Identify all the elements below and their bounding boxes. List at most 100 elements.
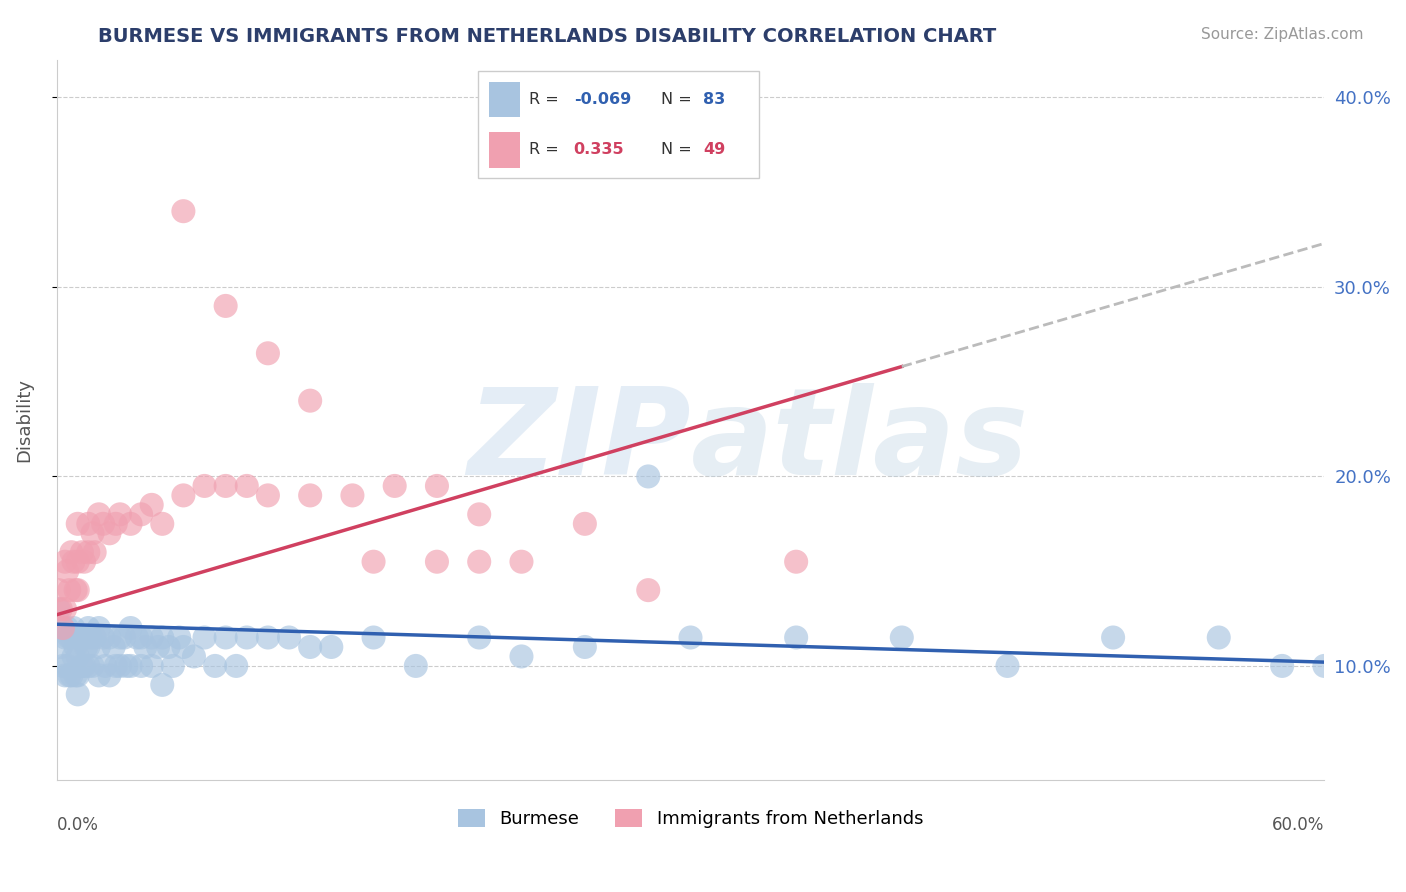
Point <box>49 602 72 616</box>
Point <box>141 631 163 645</box>
Point <box>997 659 1019 673</box>
Point <box>62 621 84 635</box>
Point <box>77 659 100 673</box>
Point <box>66 668 89 682</box>
Point <box>77 621 100 635</box>
Point <box>65 640 87 654</box>
Point <box>468 631 491 645</box>
Point <box>66 516 89 531</box>
Point <box>637 583 659 598</box>
Point <box>129 659 152 673</box>
Point <box>1271 659 1294 673</box>
Point <box>58 583 80 598</box>
Point <box>468 508 491 522</box>
Point <box>65 668 87 682</box>
Text: 0.335: 0.335 <box>574 142 624 157</box>
Point <box>104 659 127 673</box>
Point <box>48 583 70 598</box>
Point <box>94 659 117 673</box>
Text: 49: 49 <box>703 142 725 157</box>
Point <box>73 631 96 645</box>
Point <box>257 631 280 645</box>
Point <box>236 631 259 645</box>
Point <box>108 631 131 645</box>
Point <box>62 555 84 569</box>
Point <box>87 668 110 682</box>
Point <box>58 668 80 682</box>
Point <box>87 621 110 635</box>
Point <box>53 668 76 682</box>
Point <box>150 516 173 531</box>
Point <box>87 508 110 522</box>
Point <box>785 631 807 645</box>
Point <box>66 583 89 598</box>
Point <box>62 649 84 664</box>
Point <box>214 631 236 645</box>
Point <box>225 659 247 673</box>
Point <box>82 659 104 673</box>
Text: N =: N = <box>661 142 692 157</box>
Point <box>193 631 215 645</box>
Point <box>162 659 184 673</box>
Point <box>65 583 87 598</box>
Point <box>49 640 72 654</box>
Point <box>53 602 76 616</box>
Point <box>108 508 131 522</box>
Point <box>58 631 80 645</box>
Point <box>890 631 912 645</box>
Point <box>384 479 406 493</box>
Point <box>299 640 322 654</box>
Text: R =: R = <box>529 92 558 107</box>
Point <box>73 659 96 673</box>
Point <box>52 621 75 635</box>
Bar <box>489 82 520 118</box>
Point <box>510 649 533 664</box>
Point <box>172 204 194 219</box>
Point <box>426 479 449 493</box>
Point <box>66 631 89 645</box>
Text: R =: R = <box>529 142 558 157</box>
Text: 0.0%: 0.0% <box>56 815 98 834</box>
Point <box>77 516 100 531</box>
Point <box>193 479 215 493</box>
Point <box>278 631 301 645</box>
Point <box>77 545 100 559</box>
Text: Source: ZipAtlas.com: Source: ZipAtlas.com <box>1201 27 1364 42</box>
Point <box>112 631 135 645</box>
Point <box>70 545 93 559</box>
Point <box>66 555 89 569</box>
Point <box>426 555 449 569</box>
Point <box>66 649 89 664</box>
Point <box>56 621 79 635</box>
Point <box>214 299 236 313</box>
Point <box>82 526 104 541</box>
Point <box>150 631 173 645</box>
Point <box>574 640 596 654</box>
Point <box>48 602 70 616</box>
Point <box>1102 631 1125 645</box>
Text: atlas: atlas <box>690 383 1029 500</box>
Point <box>120 516 142 531</box>
Point <box>299 488 322 502</box>
Point <box>103 640 125 654</box>
Point <box>214 479 236 493</box>
Point <box>52 659 75 673</box>
Point <box>60 545 83 559</box>
Bar <box>489 132 520 168</box>
Point <box>172 488 194 502</box>
Point <box>129 631 152 645</box>
Point <box>157 640 180 654</box>
Point <box>66 687 89 701</box>
Text: 60.0%: 60.0% <box>1272 815 1324 834</box>
Point <box>115 659 138 673</box>
Point <box>299 393 322 408</box>
Text: BURMESE VS IMMIGRANTS FROM NETHERLANDS DISABILITY CORRELATION CHART: BURMESE VS IMMIGRANTS FROM NETHERLANDS D… <box>98 27 997 45</box>
Point <box>70 659 93 673</box>
Point <box>75 640 97 654</box>
Point <box>405 659 427 673</box>
Point <box>134 640 156 654</box>
Point <box>56 659 79 673</box>
Point <box>679 631 702 645</box>
Point <box>785 555 807 569</box>
Point <box>141 659 163 673</box>
